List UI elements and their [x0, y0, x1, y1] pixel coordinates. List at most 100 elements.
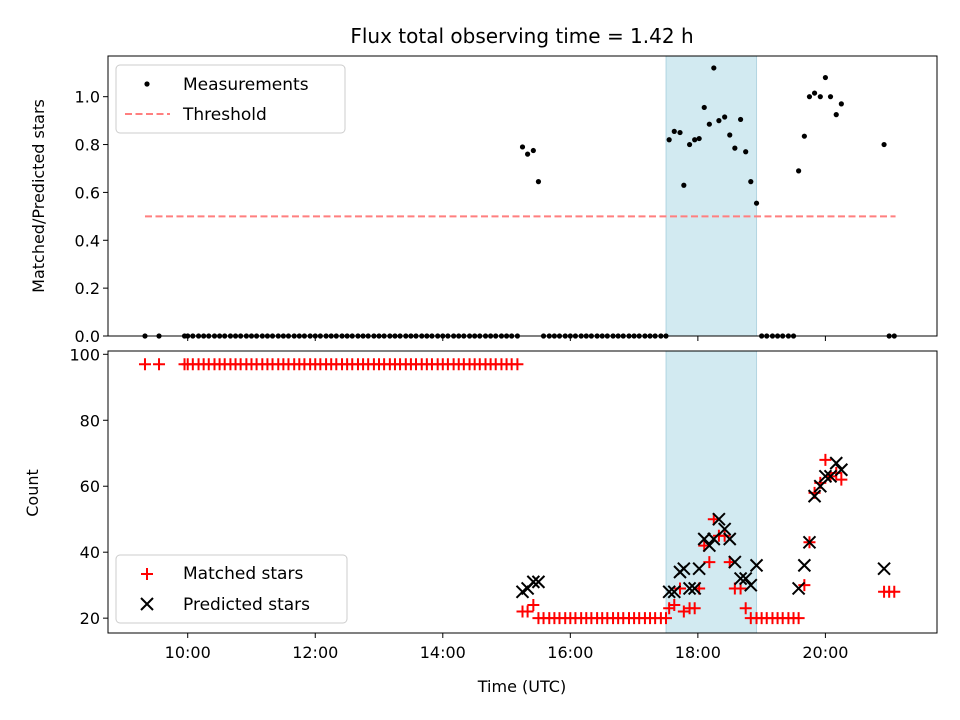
- measurement-point: [732, 145, 738, 151]
- x-axis-label: Time (UTC): [477, 677, 566, 696]
- measurement-point: [806, 94, 813, 100]
- y-tick-label: 0.4: [75, 231, 100, 250]
- predicted-star-point: [697, 532, 711, 546]
- predicted-stars-points: [515, 456, 891, 599]
- x-tick-label: 10:00: [165, 643, 211, 662]
- measurement-point: [727, 132, 733, 138]
- matched-stars-points: [138, 358, 901, 625]
- top-x-ticks: [187, 336, 826, 341]
- measurement-point: [666, 137, 672, 143]
- matched-star-point: [659, 612, 672, 625]
- top-legend: Measurements Threshold: [115, 64, 346, 134]
- y-tick-label: 0.2: [75, 279, 100, 298]
- predicted-star-point: [823, 469, 838, 484]
- predicted-star-point: [712, 512, 726, 526]
- measurement-point: [838, 101, 844, 107]
- y-tick-label: 100: [69, 345, 100, 364]
- x-tick-label: 12:00: [292, 643, 338, 662]
- measurement-point: [833, 112, 839, 118]
- predicted-star-point: [877, 561, 891, 576]
- bottom-y-ticks: 20 40 60 80 100: [69, 345, 108, 628]
- predicted-star-point: [682, 581, 697, 596]
- measurement-point: [743, 149, 749, 155]
- measurement-point: [811, 90, 818, 96]
- legend-label-measurements: Measurements: [183, 75, 309, 95]
- predicted-star-point: [829, 456, 843, 470]
- bottom-panel: 20 40 60 80 100 10:00 12:00 14:00 16:00 18:00 20:…: [23, 345, 938, 696]
- predicted-star-point: [802, 535, 817, 550]
- bottom-axes-frame: [107, 350, 938, 634]
- predicted-star-point: [662, 585, 676, 599]
- legend-marker-matched: [141, 568, 153, 580]
- top-y-axis-label: Matched/Predicted stars: [29, 99, 48, 293]
- y-tick-label: 1.0: [75, 88, 100, 107]
- measurement-point: [530, 147, 536, 154]
- top-shaded-span: [665, 55, 758, 337]
- matched-star-point: [521, 605, 534, 618]
- y-tick-label: 20: [80, 609, 100, 628]
- top-panel: 0.0 0.2 0.4 0.6 0.8 1.0 Flux total observing …: [29, 24, 938, 346]
- measurement-point: [716, 118, 722, 124]
- predicted-star-point: [692, 561, 706, 576]
- measurement-point: [748, 179, 754, 185]
- measurement-point: [753, 200, 760, 206]
- measurement-point: [801, 133, 807, 139]
- matched-star-point: [830, 467, 843, 480]
- measurement-point: [677, 129, 683, 136]
- matched-star-point: [674, 582, 687, 595]
- predicted-star-point: [717, 522, 732, 536]
- bottom-legend: Matched stars Predicted stars: [115, 554, 348, 624]
- matched-star-point: [138, 358, 151, 371]
- predicted-star-point: [677, 561, 691, 576]
- matched-star-point: [668, 598, 681, 611]
- matched-star-point: [718, 529, 731, 542]
- measurement-point: [822, 74, 829, 81]
- predicted-star-point: [531, 575, 546, 589]
- matched-star-point: [527, 598, 540, 611]
- measurement-point: [722, 114, 728, 120]
- x-tick-label: 20:00: [802, 643, 848, 662]
- measurement-point: [535, 179, 542, 185]
- chart-title: Flux total observing time = 1.42 h: [350, 24, 693, 48]
- x-tick-label: 18:00: [675, 643, 721, 662]
- y-tick-label: 60: [80, 477, 100, 496]
- measurement-point: [692, 137, 698, 143]
- matched-star-point: [153, 358, 166, 371]
- matched-star-point: [511, 358, 524, 371]
- predicted-star-point: [707, 532, 721, 546]
- measurement-point: [525, 151, 531, 157]
- predicted-star-point: [813, 479, 828, 493]
- measurement-point: [671, 128, 677, 134]
- measurement-point: [519, 144, 526, 150]
- measurement-point: [796, 168, 802, 174]
- y-tick-label: 0.8: [75, 136, 100, 155]
- legend-marker-measurements: [144, 81, 150, 87]
- predicted-star-point: [526, 575, 541, 589]
- measurement-point: [827, 94, 834, 100]
- predicted-star-point: [687, 581, 702, 596]
- x-tick-label: 16:00: [547, 643, 593, 662]
- predicted-star-point: [834, 463, 849, 477]
- y-tick-label: 80: [80, 411, 100, 430]
- y-tick-label: 0.0: [75, 327, 100, 346]
- bottom-y-axis-label: Count: [23, 469, 42, 517]
- legend-label-matched: Matched stars: [183, 564, 303, 584]
- matched-star-point: [703, 556, 716, 569]
- predicted-star-point: [728, 555, 742, 569]
- predicted-star-point: [797, 558, 812, 573]
- predicted-star-point: [818, 469, 833, 484]
- top-axes-frame: [107, 55, 938, 337]
- measurement-point: [881, 141, 887, 148]
- predicted-star-point: [723, 532, 737, 546]
- legend-marker-predicted: [140, 597, 154, 611]
- predicted-star-point: [733, 571, 748, 586]
- measurement-point: [686, 141, 693, 148]
- measurement-point: [706, 121, 712, 127]
- predicted-star-point: [749, 558, 764, 573]
- predicted-star-point: [667, 585, 681, 599]
- matched-star-point: [888, 585, 901, 598]
- matched-star-point: [739, 602, 752, 615]
- measurement-point: [696, 135, 702, 142]
- matched-star-point: [798, 579, 811, 592]
